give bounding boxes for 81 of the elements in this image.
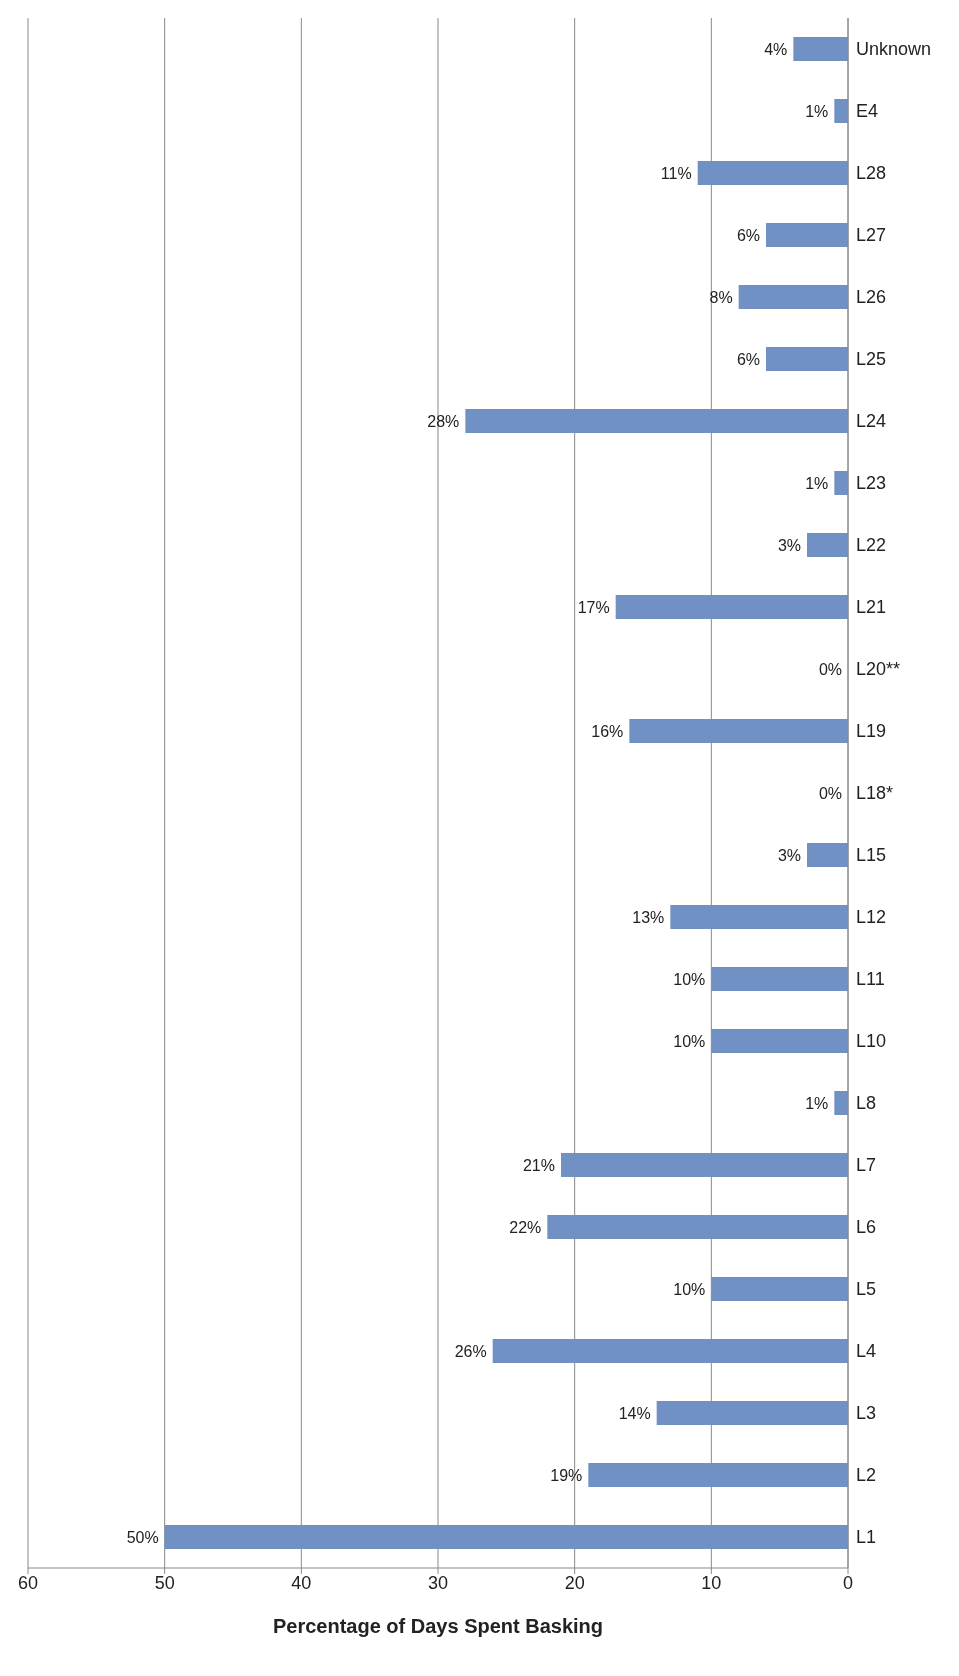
data-label: 10% (673, 1280, 706, 1298)
bar (766, 347, 848, 371)
data-label: 6% (736, 226, 760, 244)
data-label: 17% (577, 598, 610, 616)
y-tick-label: L5 (856, 1279, 877, 1300)
y-tick-label: L24 (856, 411, 887, 432)
x-tick-label: 0 (842, 1572, 854, 1593)
y-tick-label: E4 (856, 101, 879, 122)
bar (834, 99, 848, 123)
bar (711, 967, 848, 991)
bar (547, 1215, 848, 1239)
bar (629, 719, 848, 743)
y-tick-label: L8 (856, 1093, 877, 1114)
data-label: 50% (126, 1528, 159, 1546)
y-tick-label: L23 (856, 473, 887, 494)
y-tick-label: Unknown (856, 39, 932, 60)
data-label: 11% (660, 164, 692, 182)
bar (807, 533, 848, 557)
y-tick-label: L2 (856, 1465, 877, 1486)
data-label: 21% (522, 1156, 555, 1174)
data-label: 10% (673, 1032, 706, 1050)
data-label: 0% (818, 784, 842, 802)
data-label: 1% (805, 1094, 829, 1112)
y-tick-label: L10 (856, 1031, 887, 1052)
y-tick-label: L20** (856, 659, 901, 680)
bar (492, 1339, 848, 1363)
bar (656, 1401, 848, 1425)
x-tick-label: 30 (427, 1572, 449, 1593)
y-tick-label: L22 (856, 535, 887, 556)
data-label: 1% (805, 474, 829, 492)
data-label: 22% (509, 1218, 542, 1236)
y-tick-label: L11 (856, 969, 885, 990)
data-label: 13% (632, 908, 665, 926)
y-tick-label: L26 (856, 287, 887, 308)
x-axis-title: Percentage of Days Spent Basking (272, 1615, 604, 1637)
x-tick-label: 50 (154, 1572, 175, 1593)
data-label: 28% (427, 412, 460, 430)
bar (766, 223, 848, 247)
x-tick-label: 10 (701, 1572, 722, 1593)
y-tick-label: L28 (856, 163, 887, 184)
y-tick-label: L19 (856, 721, 887, 742)
y-tick-label: L12 (856, 907, 887, 928)
bar (807, 843, 848, 867)
bar (164, 1525, 848, 1549)
x-tick-label: 20 (564, 1572, 585, 1593)
data-label: 16% (591, 722, 624, 740)
y-tick-label: L4 (856, 1341, 877, 1362)
bar (738, 285, 848, 309)
y-tick-label: L18* (856, 783, 894, 804)
data-label: 3% (777, 846, 801, 864)
bar (697, 161, 848, 185)
y-tick-label: L27 (856, 225, 887, 246)
y-tick-label: L25 (856, 349, 887, 370)
data-label: 26% (454, 1342, 487, 1360)
data-label: 19% (550, 1466, 583, 1484)
x-tick-label: 40 (291, 1572, 312, 1593)
data-label: 3% (777, 536, 801, 554)
y-tick-label: L1 (856, 1527, 877, 1548)
y-tick-label: L6 (856, 1217, 877, 1238)
bar (834, 1091, 848, 1115)
data-label: 10% (673, 970, 706, 988)
x-tick-label: 60 (17, 1572, 39, 1593)
y-tick-label: L3 (856, 1403, 877, 1424)
y-tick-label: L15 (856, 845, 887, 866)
bar (670, 905, 848, 929)
bar (465, 409, 848, 433)
bar (711, 1029, 848, 1053)
data-label: 14% (618, 1404, 651, 1422)
data-label: 4% (764, 40, 788, 58)
data-label: 6% (736, 350, 760, 368)
bar (711, 1277, 848, 1301)
data-label: 0% (818, 660, 842, 678)
y-tick-label: L7 (856, 1155, 877, 1176)
data-label: 1% (805, 102, 829, 120)
bar (588, 1463, 848, 1487)
bar (615, 595, 848, 619)
bar (834, 471, 848, 495)
data-label: 8% (709, 288, 733, 306)
bar (793, 37, 848, 61)
y-tick-label: L21 (856, 597, 887, 618)
bar (561, 1153, 848, 1177)
